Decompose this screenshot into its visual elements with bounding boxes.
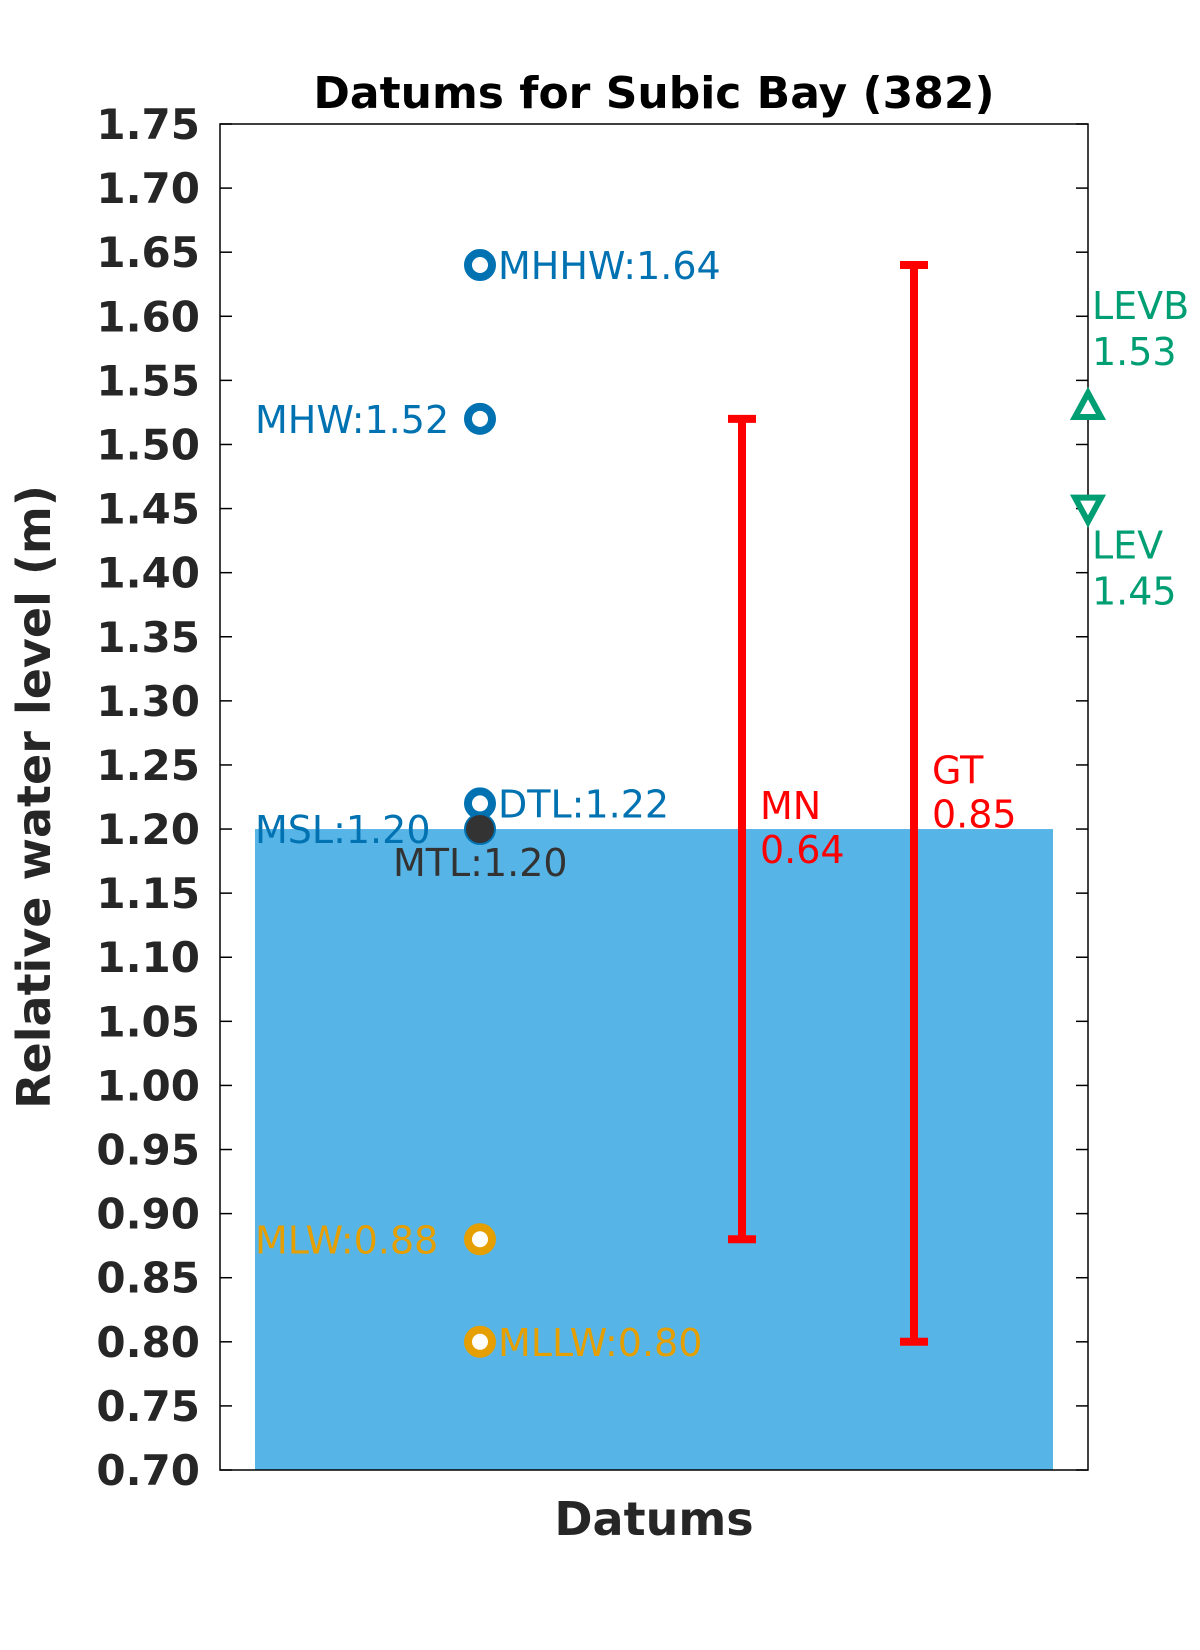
y-tick-label: 1.50 [96, 420, 200, 469]
datum-marker-mhw [464, 402, 496, 435]
x-axis-label: Datums [554, 1492, 753, 1546]
y-tick-label: 1.25 [96, 741, 200, 790]
y-tick-label: 1.30 [96, 677, 200, 726]
y-tick-label: 0.80 [96, 1318, 200, 1367]
y-tick-label: 0.85 [96, 1254, 200, 1303]
datum-marker-mlw [464, 1223, 496, 1256]
extreme-marker-levb [1069, 386, 1107, 421]
datum-label-mhw: MHW:1.52 [255, 398, 449, 442]
y-tick-label: 1.55 [96, 356, 200, 405]
y-tick-label: 1.40 [96, 549, 200, 598]
datum-marker-mllw [464, 1325, 496, 1358]
range-name-label: MN [760, 784, 821, 828]
y-tick-label: 0.70 [96, 1446, 200, 1495]
extreme-name-label: LEVB [1092, 284, 1189, 328]
y-tick-label: 0.95 [96, 1126, 200, 1175]
datum-marker-mtl [466, 815, 494, 844]
y-tick-label: 1.05 [96, 997, 200, 1046]
extreme-name-label: LEV [1092, 524, 1163, 568]
extreme-marker-lev [1069, 494, 1107, 528]
y-tick-label: 1.35 [96, 613, 200, 662]
y-tick-label: 0.90 [96, 1190, 200, 1239]
y-tick-label: 1.45 [96, 485, 200, 534]
extreme-value-label: 1.53 [1092, 330, 1177, 374]
y-tick-label: 1.75 [96, 100, 200, 149]
y-tick-label: 1.70 [96, 164, 200, 213]
datum-label-mllw: MLLW:0.80 [498, 1321, 702, 1365]
y-tick-label: 1.65 [96, 228, 200, 277]
datum-label-dtl: DTL:1.22 [498, 782, 669, 826]
datum-label-mhhw: MHHW:1.64 [498, 244, 721, 288]
datum-marker-mhhw [464, 249, 496, 282]
y-tick-label: 1.10 [96, 933, 200, 982]
datum-label-msl: MSL:1.20 [255, 808, 431, 852]
range-value-label: 0.85 [932, 792, 1017, 836]
datum-label-mlw: MLW:0.88 [255, 1218, 438, 1262]
range-name-label: GT [932, 748, 984, 792]
chart-title: Datums for Subic Bay (382) [313, 68, 994, 119]
y-tick-label: 1.60 [96, 292, 200, 341]
y-tick-label: 1.15 [96, 869, 200, 918]
y-tick-label: 1.00 [96, 1061, 200, 1110]
range-value-label: 0.64 [760, 828, 845, 872]
extreme-value-label: 1.45 [1092, 570, 1177, 614]
datum-label-mtl: MTL:1.20 [393, 841, 568, 885]
y-tick-label: 1.20 [96, 805, 200, 854]
msl-fill-area [255, 829, 1053, 1470]
y-axis-label: Relative water level (m) [7, 485, 61, 1109]
plot-frame [219, 123, 1089, 1471]
y-tick-label: 0.75 [96, 1382, 200, 1431]
datum-marker-dtl [464, 787, 496, 820]
